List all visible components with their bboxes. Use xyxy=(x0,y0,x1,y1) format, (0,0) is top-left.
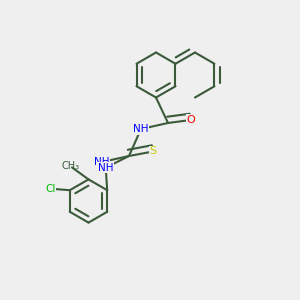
Text: Cl: Cl xyxy=(45,184,56,194)
Text: NH: NH xyxy=(94,157,110,167)
Text: S: S xyxy=(149,146,157,157)
Text: CH₃: CH₃ xyxy=(61,161,80,172)
Text: NH: NH xyxy=(133,124,149,134)
Text: NH: NH xyxy=(98,163,113,173)
Text: O: O xyxy=(186,115,195,125)
